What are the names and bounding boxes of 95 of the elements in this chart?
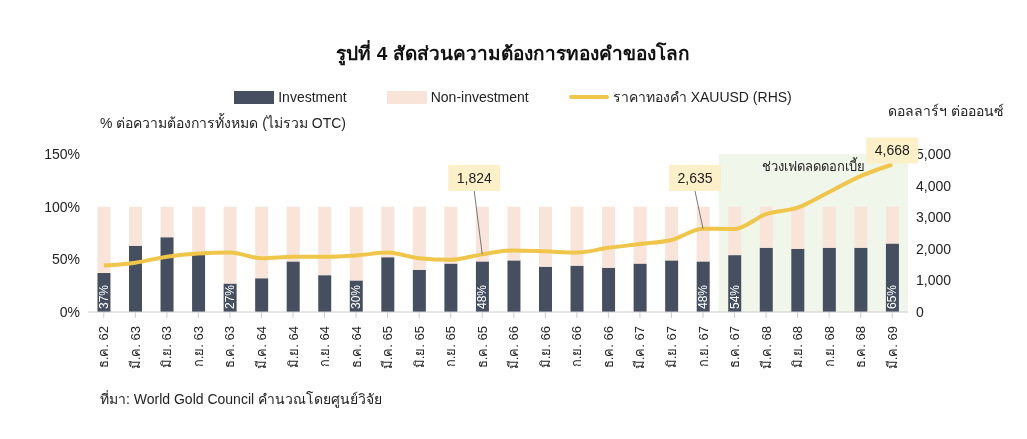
bar [728, 206, 742, 256]
y2-tick-label: 0 [916, 303, 924, 320]
x-tick-label: มิ.ย. 64 [285, 326, 301, 369]
data-label: 54% [727, 284, 742, 309]
bar [192, 254, 206, 312]
bar [570, 206, 584, 266]
y-tick-label: 50% [51, 251, 80, 268]
bar [539, 266, 552, 312]
x-tick-label: ก.ย. 67 [695, 326, 711, 368]
x-tick-label: ธ.ค. 68 [853, 326, 869, 369]
bar [822, 206, 836, 248]
y-tick-label: 0% [59, 303, 80, 320]
bar [444, 263, 458, 312]
bar [507, 260, 521, 312]
x-tick-label: ธ.ค. 65 [474, 326, 490, 369]
x-tick-label: มี.ค. 63 [127, 326, 143, 370]
x-tick-label: มิ.ย. 68 [790, 326, 806, 369]
x-tick-label: ก.ย. 63 [190, 326, 206, 368]
bar [129, 206, 142, 246]
bar [223, 206, 237, 284]
bar [885, 206, 899, 244]
x-tick-label: มิ.ย. 66 [537, 326, 553, 369]
bar [791, 248, 805, 312]
x-tick-label: มี.ค. 66 [506, 326, 522, 370]
y2-tick-label: 2,000 [916, 240, 952, 257]
x-tick-label: มิ.ย. 63 [159, 326, 175, 369]
x-tick-label: ธ.ค. 63 [222, 326, 238, 369]
bar [854, 247, 868, 312]
x-tick-label: มี.ค. 69 [884, 326, 900, 370]
x-tick-label: ก.ย. 65 [443, 326, 459, 368]
bar [602, 206, 616, 268]
x-tick-label: มี.ค. 64 [253, 326, 269, 370]
x-tick-label: ก.ย. 66 [569, 326, 585, 368]
x-tick-label: ธ.ค. 64 [348, 326, 364, 369]
bar [160, 206, 174, 238]
bar [602, 267, 616, 312]
bar [192, 206, 206, 255]
y2-tick-label: 1,000 [916, 272, 952, 289]
bar [255, 206, 269, 279]
data-label: 65% [885, 284, 900, 309]
bar [633, 263, 647, 312]
bar [286, 206, 300, 262]
x-tick-label: มิ.ย. 65 [411, 326, 427, 369]
y-axis-title: % ต่อความต้องการทั้งหมด (ไม่รวม OTC) [100, 112, 346, 133]
y2-tick-label: 4,000 [916, 177, 952, 194]
x-tick-label: มี.ค. 67 [632, 326, 648, 370]
data-label: 48% [696, 284, 711, 309]
x-tick-label: ก.ย. 64 [317, 326, 333, 368]
band-label: ช่วงเฟดลดดอกเบี้ย [761, 157, 865, 175]
bar [160, 237, 174, 312]
bar [97, 206, 111, 274]
x-tick-label: ธ.ค. 67 [727, 326, 743, 369]
bar [286, 261, 300, 312]
data-label: 27% [223, 284, 238, 309]
data-label: 48% [475, 284, 490, 309]
bar [570, 265, 584, 312]
x-tick-label: มี.ค. 68 [758, 326, 774, 370]
bar [665, 206, 679, 261]
y2-tick-label: 3,000 [916, 209, 952, 226]
x-tick-label: ธ.ค. 66 [600, 326, 616, 369]
bar [412, 206, 426, 270]
data-label: 1,824 [456, 170, 492, 186]
bar [412, 269, 426, 312]
x-tick-label: ธ.ค. 62 [96, 326, 112, 369]
data-label: 2,635 [677, 170, 713, 186]
legend-label: Investment [277, 88, 347, 107]
bar [507, 206, 521, 261]
y2-axis-title: ดอลลาร์ฯ ต่อออนซ์ [888, 102, 1004, 121]
x-tick-label: มิ.ย. 67 [663, 326, 679, 369]
bar [539, 206, 552, 267]
y-tick-label: 150% [44, 145, 80, 162]
bar [633, 206, 647, 264]
bar [759, 247, 773, 312]
chart-title: รูปที่ 4 สัดส่วนความต้องการทองคำของโลก [335, 39, 691, 68]
bar [665, 260, 679, 312]
bar [381, 206, 395, 258]
x-tick-label: มี.ค. 65 [380, 326, 396, 370]
x-tick-label: ก.ย. 68 [821, 326, 837, 368]
bar [349, 206, 363, 281]
legend-label: Non-investment [429, 88, 529, 107]
legend-label: ราคาทองคำ XAUUSD (RHS) [611, 88, 792, 107]
data-label: 30% [349, 284, 364, 309]
bar [791, 206, 805, 249]
bar [255, 278, 269, 312]
bar [318, 275, 332, 312]
bar [381, 257, 395, 312]
bar [854, 206, 868, 248]
bar [822, 247, 836, 312]
text: ที่มา: World Gold Council คำนวณโดยศูนย์วิจัย [99, 389, 383, 410]
bar [318, 206, 332, 276]
data-label: 37% [96, 284, 111, 309]
y-tick-label: 100% [44, 198, 80, 215]
bar [444, 206, 458, 264]
bar [129, 245, 142, 312]
data-label: 4,668 [874, 142, 910, 159]
